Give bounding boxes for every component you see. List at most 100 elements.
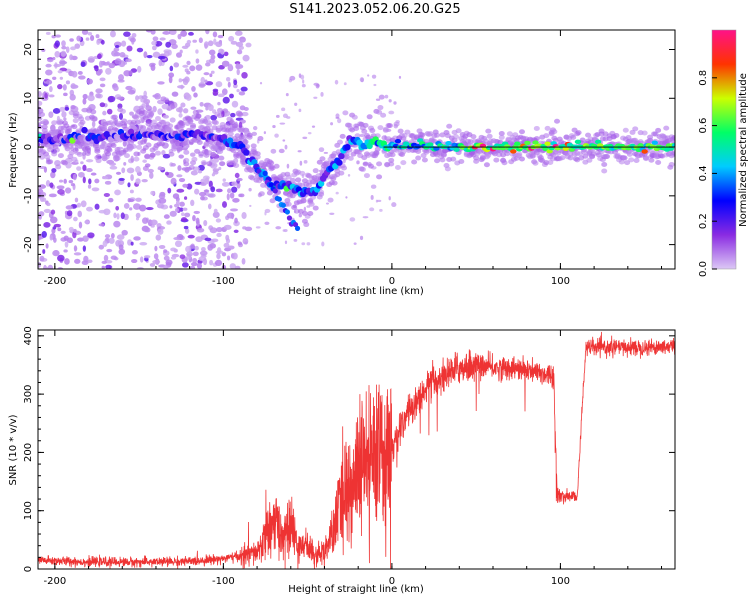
noise-speckle <box>105 264 112 269</box>
noise-speckle <box>200 195 205 201</box>
noise-speckle <box>45 63 52 68</box>
ridge-halo <box>374 146 381 152</box>
noise-speckle <box>65 46 70 54</box>
noise-speckle <box>369 207 375 212</box>
noise-speckle <box>118 113 124 120</box>
ridge-halo <box>72 118 79 124</box>
ridge-halo <box>305 182 312 188</box>
noise-speckle <box>83 255 89 263</box>
noise-speckle <box>51 168 57 173</box>
noise-speckle <box>207 193 216 198</box>
noise-speckle <box>243 107 249 112</box>
noise-speckle <box>190 199 195 206</box>
noise-speckle <box>64 258 70 265</box>
ridge-halo <box>218 155 225 161</box>
noise-speckle <box>126 167 135 174</box>
ridge-halo <box>671 135 675 141</box>
ridge-halo <box>212 157 219 163</box>
noise-speckle <box>130 174 134 181</box>
spectrogram-frame <box>37 29 676 270</box>
noise-speckle <box>163 255 170 261</box>
noise-speckle <box>81 30 89 35</box>
noise-speckle <box>228 35 235 42</box>
noise-speckle <box>90 172 97 176</box>
noise-speckle <box>294 102 298 106</box>
ridge-halo <box>122 126 129 132</box>
noise-speckle <box>209 58 215 64</box>
noise-speckle <box>259 81 263 85</box>
noise-speckle <box>335 116 340 119</box>
ridge-halo <box>71 124 78 130</box>
noise-speckle <box>87 232 95 239</box>
noise-speckle <box>139 204 147 212</box>
ridge-halo <box>504 151 511 157</box>
ridge-core <box>510 149 517 154</box>
noise-speckle <box>99 77 106 82</box>
ridge-halo <box>648 157 655 163</box>
noise-speckle <box>177 33 182 40</box>
noise-speckle <box>121 40 127 47</box>
ridge-halo <box>39 111 46 117</box>
ridge-halo <box>41 124 48 130</box>
ridge-core <box>594 139 602 144</box>
ridge-halo <box>486 133 493 139</box>
noise-speckle <box>173 62 180 68</box>
ridge-halo <box>210 152 217 158</box>
ridge-halo <box>183 149 190 155</box>
noise-speckle <box>196 262 203 269</box>
ridge-halo <box>163 97 170 103</box>
ridge-halo <box>219 145 226 151</box>
noise-speckle <box>129 207 133 211</box>
noise-speckle <box>175 52 182 58</box>
noise-speckle <box>45 243 49 249</box>
noise-speckle <box>47 58 54 63</box>
ridge-halo <box>613 132 620 138</box>
noise-speckle <box>168 30 177 35</box>
noise-speckle <box>240 86 248 92</box>
ridge-halo <box>434 158 441 164</box>
chart-title: S141.2023.052.06.20.G25 <box>289 2 461 17</box>
noise-speckle <box>123 162 127 166</box>
noise-speckle <box>244 226 253 232</box>
noise-speckle <box>153 253 159 260</box>
noise-speckle <box>113 220 121 228</box>
noise-speckle <box>203 41 209 49</box>
noise-speckle <box>94 203 100 210</box>
noise-speckle <box>286 163 290 169</box>
noise-speckle <box>162 114 169 119</box>
noise-speckle <box>53 63 62 68</box>
ridge-halo <box>601 161 608 167</box>
noise-speckle <box>208 49 216 56</box>
noise-speckle <box>85 37 90 41</box>
ridge-core <box>671 142 675 148</box>
noise-speckle <box>212 168 220 172</box>
ridge-halo <box>121 118 128 124</box>
noise-speckle <box>94 178 100 184</box>
noise-speckle <box>217 247 222 254</box>
noise-speckle <box>88 178 92 185</box>
noise-speckle <box>69 94 76 101</box>
noise-speckle <box>313 82 320 86</box>
ridge-halo <box>101 141 108 147</box>
noise-speckle <box>176 174 183 178</box>
ridge-halo <box>567 155 574 161</box>
noise-speckle <box>45 79 53 85</box>
noise-speckle <box>131 259 138 264</box>
ridge-core <box>127 128 135 136</box>
noise-speckle <box>100 39 105 45</box>
noise-speckle <box>58 179 64 183</box>
ridge-halo <box>141 110 148 116</box>
ridge-halo <box>579 137 586 143</box>
ridge-halo <box>598 128 605 134</box>
noise-speckle <box>375 199 378 203</box>
noise-speckle <box>158 244 166 249</box>
ridge-halo <box>446 123 453 129</box>
ridge-halo <box>404 129 411 135</box>
noise-speckle <box>52 226 57 230</box>
ridge-halo <box>303 222 310 228</box>
noise-speckle <box>335 113 340 119</box>
noise-speckle <box>239 193 245 198</box>
ridge-halo <box>336 139 343 145</box>
colorbar: 0.0 0.2 0.4 0.6 0.8 Normalized spectral ampl… <box>698 29 749 277</box>
ridge-halo <box>59 106 66 112</box>
